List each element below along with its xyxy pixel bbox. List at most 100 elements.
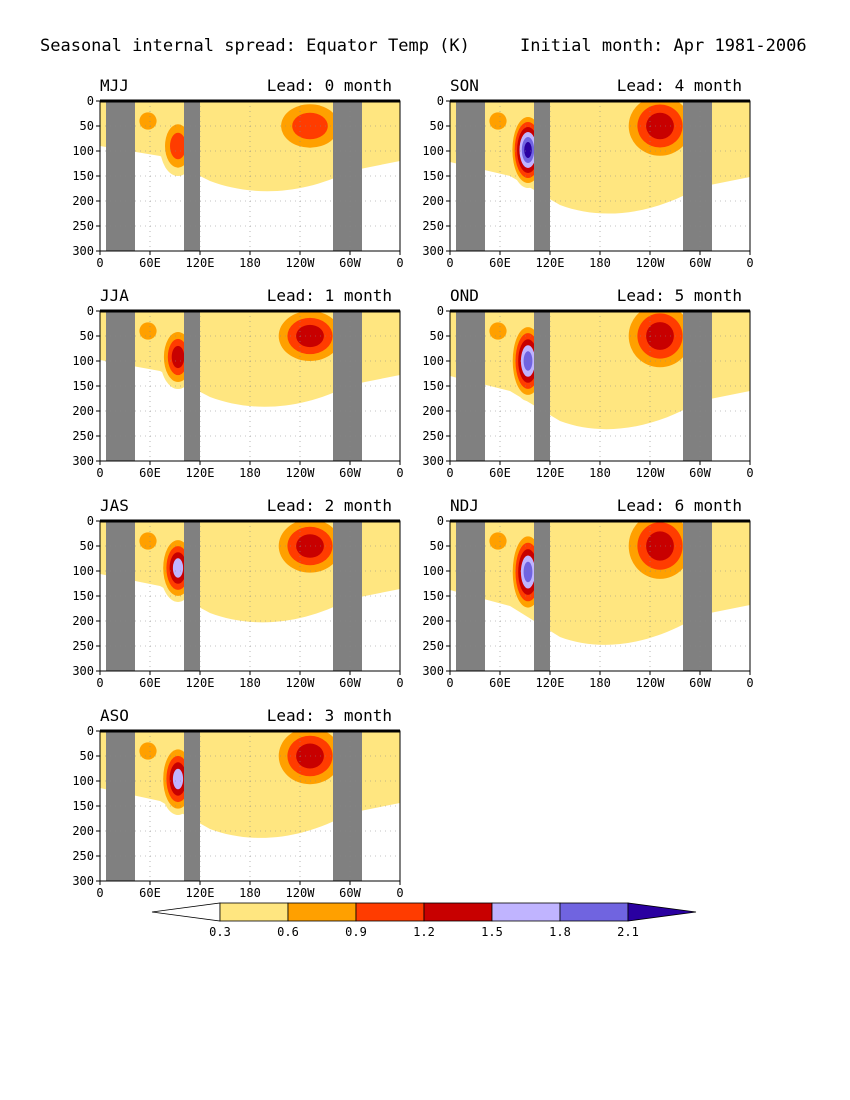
x-tick-label: 120E (536, 256, 565, 270)
x-tick-label: 120W (286, 256, 316, 270)
land-mask-2 (333, 521, 362, 671)
y-tick-label: 0 (87, 514, 94, 528)
x-tick-label: 120E (186, 676, 215, 690)
y-tick-label: 250 (72, 429, 94, 443)
y-tick-label: 0 (87, 304, 94, 318)
y-tick-label: 150 (422, 169, 444, 183)
indian-ocean-max-level-2 (489, 532, 507, 550)
y-tick-label: 50 (80, 539, 94, 553)
y-tick-label: 300 (72, 244, 94, 258)
x-tick-label: 0 (96, 466, 103, 480)
x-tick-label: 60E (139, 886, 161, 900)
colorbar-level-label: 1.5 (481, 925, 503, 939)
x-tick-label: 60W (339, 886, 361, 900)
x-tick-label: 60E (489, 256, 511, 270)
y-tick-label: 0 (87, 724, 94, 738)
x-tick-label: 120W (286, 886, 316, 900)
x-tick-label: 60W (689, 256, 711, 270)
y-tick-label: 300 (72, 874, 94, 888)
colorbar-swatch-1 (219, 902, 289, 922)
colorbar-level-label: 0.9 (345, 925, 367, 939)
indian-ocean-max-level-2 (489, 322, 507, 340)
panel-season-label: SON (450, 76, 479, 95)
x-tick-label: 60E (139, 466, 161, 480)
colorbar-swatch-2 (287, 902, 357, 922)
x-tick-label: 180 (239, 466, 261, 480)
y-tick-label: 100 (422, 144, 444, 158)
panel-lead-label: Lead: 4 month (617, 76, 742, 95)
x-tick-label: 0 (396, 256, 403, 270)
y-tick-label: 0 (87, 94, 94, 108)
y-tick-label: 50 (430, 329, 444, 343)
y-tick-label: 300 (72, 454, 94, 468)
y-tick-label: 150 (72, 589, 94, 603)
x-tick-label: 0 (396, 886, 403, 900)
x-tick-label: 60W (339, 676, 361, 690)
panel-lead-label: Lead: 6 month (617, 496, 742, 515)
x-tick-label: 180 (239, 256, 261, 270)
x-tick-label: 180 (589, 676, 611, 690)
colorbar-level-label: 0.3 (209, 925, 231, 939)
colorbar-high-arrow (627, 902, 697, 922)
x-tick-label: 0 (96, 256, 103, 270)
y-tick-label: 300 (422, 664, 444, 678)
x-tick-label: 0 (96, 886, 103, 900)
x-tick-label: 180 (239, 886, 261, 900)
y-tick-label: 50 (430, 539, 444, 553)
y-tick-label: 200 (422, 614, 444, 628)
west-pacific-max-level-6 (523, 561, 533, 583)
panel-lead-label: Lead: 1 month (267, 286, 392, 305)
y-tick-label: 250 (72, 639, 94, 653)
plot-area (100, 101, 400, 251)
y-tick-label: 100 (72, 564, 94, 578)
y-tick-label: 150 (72, 799, 94, 813)
y-tick-label: 100 (422, 564, 444, 578)
y-tick-label: 200 (422, 194, 444, 208)
west-pacific-max-level-6 (523, 351, 533, 371)
panel-lead-label: Lead: 3 month (267, 706, 392, 725)
x-tick-label: 120E (536, 466, 565, 480)
x-tick-label: 120W (286, 676, 316, 690)
land-mask-2 (333, 731, 362, 881)
y-tick-label: 300 (422, 454, 444, 468)
land-mask-1 (184, 101, 200, 251)
west-pacific-max-level-5 (172, 768, 184, 790)
panel-aso: ASO Lead: 3 month 0 60E 120E 180 120W 60W 0 0 50 10… (72, 706, 403, 900)
x-tick-label: 0 (396, 676, 403, 690)
land-mask-2 (683, 311, 712, 461)
panel-lead-label: Lead: 5 month (617, 286, 742, 305)
land-mask-2 (333, 311, 362, 461)
y-tick-label: 100 (72, 354, 94, 368)
y-tick-label: 250 (422, 429, 444, 443)
y-tick-label: 50 (430, 119, 444, 133)
x-tick-label: 60E (489, 676, 511, 690)
x-tick-label: 0 (746, 466, 753, 480)
x-tick-label: 60W (689, 466, 711, 480)
y-tick-label: 200 (72, 614, 94, 628)
panel-season-label: MJJ (100, 76, 129, 95)
x-tick-label: 120W (636, 466, 666, 480)
colorbar-low-arrow (151, 902, 221, 922)
x-tick-label: 60E (139, 676, 161, 690)
indian-ocean-max-level-2 (139, 532, 157, 550)
panel-ndj: NDJ Lead: 6 month 0 60E 120E 180 120W 60W 0 0 50 10… (422, 496, 753, 690)
y-tick-label: 100 (422, 354, 444, 368)
x-tick-label: 0 (746, 256, 753, 270)
panel-ond: OND Lead: 5 month 0 60E 120E 180 120W 60W 0 0 50 10… (422, 286, 753, 480)
x-tick-label: 0 (746, 676, 753, 690)
x-tick-label: 180 (239, 676, 261, 690)
colorbar-swatch-5 (491, 902, 561, 922)
plot-area (100, 311, 400, 461)
colorbar-swatch-6 (559, 902, 629, 922)
x-tick-label: 120W (636, 256, 666, 270)
land-mask-1 (184, 311, 200, 461)
west-pacific-max-level-5 (172, 558, 184, 578)
y-tick-label: 100 (72, 144, 94, 158)
y-tick-label: 200 (72, 824, 94, 838)
x-tick-label: 0 (446, 466, 453, 480)
x-tick-label: 60W (689, 676, 711, 690)
west-pacific-max-level-7 (524, 142, 532, 158)
y-tick-label: 150 (72, 379, 94, 393)
y-tick-label: 150 (72, 169, 94, 183)
